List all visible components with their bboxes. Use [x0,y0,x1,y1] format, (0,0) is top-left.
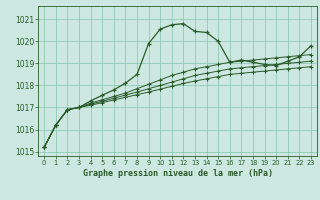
X-axis label: Graphe pression niveau de la mer (hPa): Graphe pression niveau de la mer (hPa) [83,169,273,178]
